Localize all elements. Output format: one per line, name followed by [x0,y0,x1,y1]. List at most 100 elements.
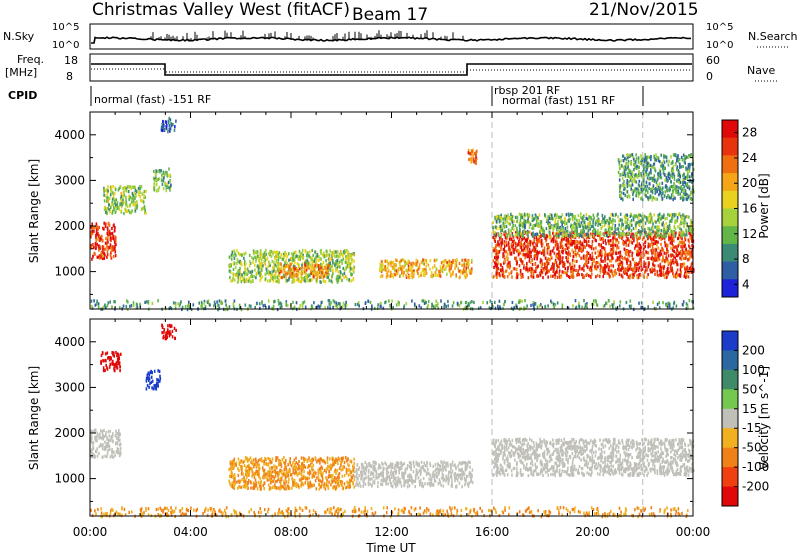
power-cell [413,271,415,275]
power-cell [411,271,413,275]
power-cell [294,267,297,271]
power-cell [386,273,388,277]
power-cell [673,255,675,259]
power-cell [97,255,100,259]
power-cell [687,238,690,242]
power-cell [667,174,670,178]
power-cell [129,210,131,214]
power-cell [669,219,672,223]
power-cell [133,202,135,207]
power-cell [529,230,531,234]
power-cell [276,252,278,256]
power-cell [600,250,603,254]
power-cell [640,246,642,250]
power-cell [291,267,294,271]
power-cell [325,267,327,271]
power-cell [506,234,509,238]
power-cell [676,179,678,183]
power-cell [617,170,620,175]
power-cell [675,275,677,279]
power-cell [167,121,170,125]
power-cell [517,253,520,257]
power-cell [635,226,637,231]
power-cell [648,227,650,231]
power-cell [267,264,270,268]
power-cell [610,264,612,268]
power-cell [238,272,240,276]
power-cell [451,272,454,276]
power-cell [641,196,643,200]
power-cell [580,221,583,225]
power-cell [543,253,546,257]
power-cell [110,203,113,207]
power-cell [543,246,546,250]
power-cell [627,231,629,236]
power-cell [272,269,275,273]
power-cell [676,185,678,189]
power-cell [346,255,349,259]
power-cell [626,261,628,265]
power-cell [107,236,109,240]
power-cell [582,215,584,219]
power-cell [437,302,439,306]
power-cell [498,225,501,229]
power-cell [131,200,133,204]
power-cell [635,157,638,161]
power-cell [560,238,563,242]
power-cell [635,263,638,267]
power-cell [657,215,660,219]
power-cell [665,303,668,308]
power-cell [470,268,473,272]
power-cell [277,273,280,278]
power-cell [169,179,171,183]
power-cell [96,233,99,237]
power-cell [532,271,535,276]
power-cell [638,273,640,277]
power-cell [679,236,681,240]
power-cell [648,155,651,159]
power-cell [644,185,647,189]
power-cell [382,263,384,267]
power-cell [624,183,626,187]
power-cell [353,270,355,274]
power-cell [440,261,443,265]
power-cell [671,215,673,220]
power-cell [336,265,339,269]
power-cell [675,213,677,217]
power-cell [104,194,107,198]
power-cell [337,302,340,306]
power-cell [234,265,237,270]
power-cell [630,212,632,216]
power-cell [637,190,640,195]
power-cell [385,275,388,279]
power-cell [586,265,589,269]
power-cell [561,244,564,248]
power-cell [542,231,544,235]
power-cell [258,264,261,268]
power-cell [455,273,457,277]
power-cell [593,259,595,264]
power-cell [628,254,631,258]
power-cell [526,238,528,242]
power-cell [656,183,658,188]
power-cell [558,269,561,273]
power-cell [663,160,666,164]
power-cell [611,255,613,259]
power-cell [572,275,575,279]
power-cell [514,241,517,245]
power-cell [663,213,665,217]
power-cell [612,249,615,253]
power-cell [341,261,343,265]
power-cell [168,124,171,128]
power-cell [577,214,580,218]
power-cell [671,242,673,246]
power-cell [656,270,659,274]
power-cell [590,245,593,249]
power-cell [411,264,414,268]
power-cell [637,188,640,192]
power-cell [687,258,689,262]
power-cell [625,189,628,193]
power-cell [168,186,171,190]
power-cell [104,224,107,228]
power-cell [611,252,613,256]
